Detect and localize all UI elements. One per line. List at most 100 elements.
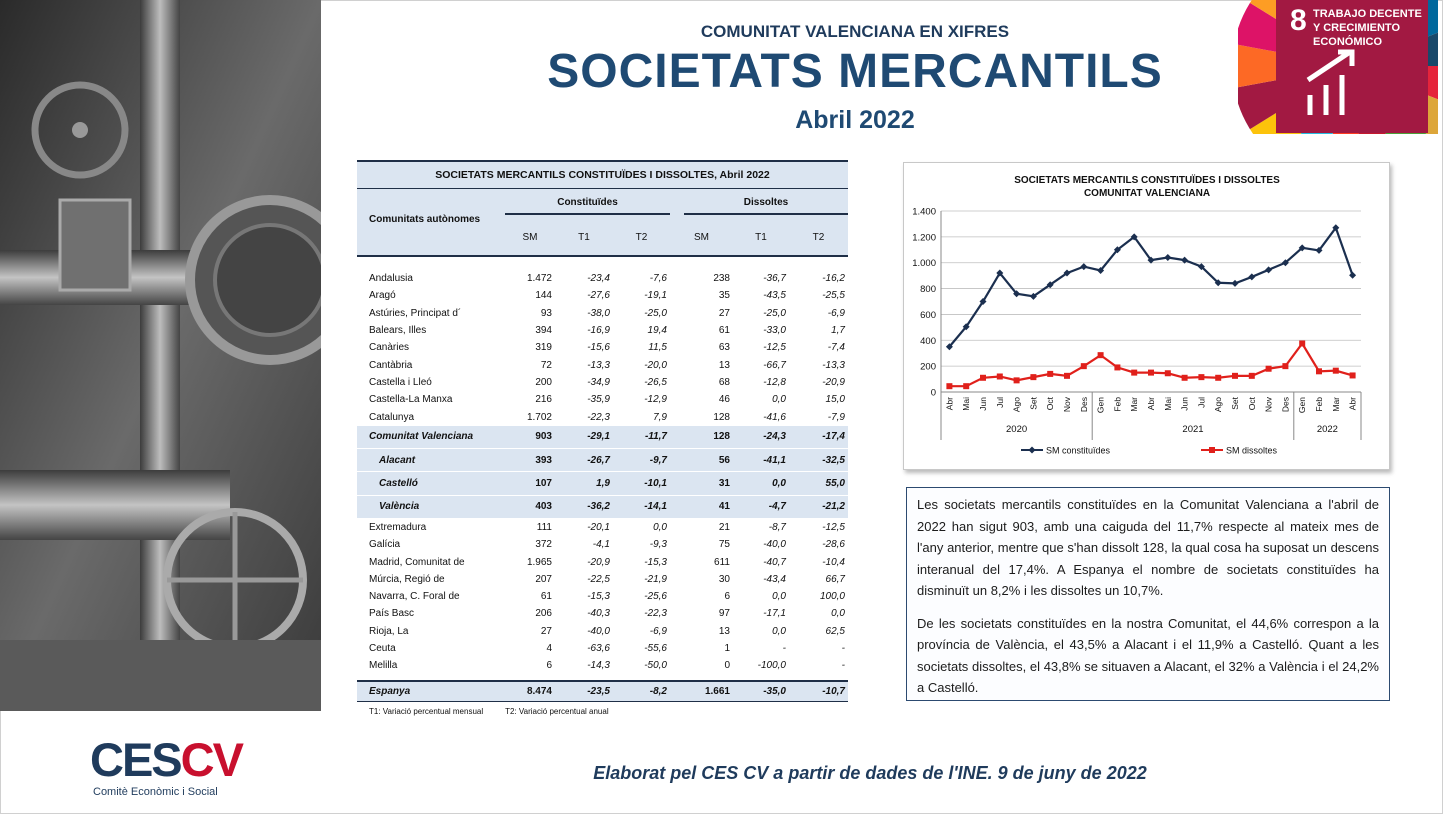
marker [979,298,987,305]
x-tick-label: Set [1230,396,1240,409]
y-tick-label: 0 [931,388,936,399]
y-tick-label: 1.200 [912,232,936,243]
cell: -12,9 [644,394,667,406]
cell: -32,5 [822,454,845,466]
marker [1097,352,1104,359]
row-label: Castella i Lleó [369,376,432,388]
cell: -7,4 [827,342,845,354]
cell: -43,4 [763,573,786,585]
cell: -40,0 [587,625,610,637]
row-label: Canàries [369,342,410,354]
cell: -38,0 [587,307,610,319]
chart-title: SOCIETATS MERCANTILS CONSTITUÏDES I DISS… [1014,173,1280,186]
row-label: País Basc [369,608,415,620]
cell: -25,6 [644,591,667,603]
cell: 97 [718,608,730,620]
row-label: Múrcia, Regió de [369,573,445,585]
y-tick-label: 200 [920,362,936,373]
cell: -36,2 [587,501,610,513]
cell: 0,0 [772,625,786,637]
column-header: SM [694,232,709,243]
cell: 0,0 [772,477,786,489]
cell: 0,0 [772,394,786,406]
paragraph: Les societats mercantils constituïdes en… [917,497,1379,598]
marker [996,373,1003,380]
marker [1080,363,1087,370]
x-group-label: 2022 [1317,424,1338,435]
row-label: Comunitat Valenciana [369,431,474,443]
marker [1030,374,1037,381]
x-tick-label: Nov [1062,396,1072,412]
x-tick-label: Des [1079,397,1089,412]
cell: -35,9 [587,394,610,406]
table-title: SOCIETATS MERCANTILS CONSTITUÏDES I DISS… [357,160,848,189]
cell: 61 [718,325,730,337]
corner-label: Comunitats autònomes [369,214,481,225]
marker [1114,364,1121,371]
cell: -20,9 [587,556,610,568]
cell: 372 [535,539,552,551]
y-tick-label: 1.000 [912,258,936,269]
cell: -20,0 [644,359,667,371]
marker [1063,269,1071,277]
cell: 19,4 [647,325,667,337]
table-row: Espanya 8.474 -23,5 -8,2 1.661 -35,0 -10,7 [357,679,848,702]
cell: -10,4 [822,556,845,568]
cell: 21 [718,522,730,533]
table-row: País Basc 206 -40,3 -22,3 97 -17,1 0,0 [357,605,848,622]
spacer [357,257,848,270]
footer: Elaborat pel CES CV a partir de dades de… [593,763,1147,783]
marker [1113,246,1121,254]
cell: 111 [536,522,552,533]
legend-marker [1209,447,1215,453]
marker [1316,368,1322,375]
x-tick-label: Mai [961,397,971,411]
marker [1131,369,1138,376]
table-row: Extremadura 111 -20,1 0,0 21 -8,7 -12,5 [357,519,848,536]
cell: -20,1 [587,522,610,533]
marker [1349,271,1357,279]
cell: -40,0 [763,539,786,551]
cell: 611 [714,556,730,568]
x-tick-label: Set [1028,396,1038,409]
marker [1248,273,1256,281]
cell: -14,3 [587,660,610,672]
x-tick-label: Gen [1096,397,1106,413]
cell: 7,9 [653,411,667,423]
x-group-label: 2021 [1182,424,1203,435]
cell: 0 [724,660,730,672]
marker [1013,290,1021,298]
marker [945,343,953,351]
marker [1197,263,1205,271]
cell: -34,9 [587,376,610,388]
marker [1064,372,1070,379]
cell: -10,1 [644,477,667,489]
row-label: València [379,501,420,513]
row-label: Catalunya [369,411,415,423]
x-tick-label: Abr [944,397,954,410]
cell: -22,5 [587,573,610,585]
marker [1047,370,1054,377]
paragraph: De les societats constituïdes en la nost… [917,615,1379,696]
y-tick-label: 800 [920,284,936,295]
logo-part: CES [90,733,183,786]
cell: 41 [718,501,730,513]
marker [1232,372,1238,379]
cell: -10,7 [822,685,845,697]
marker [1046,281,1054,289]
badge-line: ECONÓMICO [1313,35,1383,48]
table-row: Ceuta 4 -63,6 -55,6 1 - - [357,640,848,657]
marker [1349,372,1356,379]
marker [1097,266,1105,274]
cell: 72 [540,359,552,371]
cell: 393 [535,454,552,466]
cell: 6 [724,591,730,603]
table-row: Catalunya 1.702 -22,3 7,9 128 -41,6 -7,9 [357,408,848,425]
cell: -12,5 [763,342,786,354]
table-row: Balears, Illes 394 -16,9 19,4 61 -33,0 1,7 [357,322,848,339]
cell: -23,5 [587,685,610,697]
cell: -14,1 [644,501,667,513]
cell: -24,3 [763,431,786,443]
x-tick-label: Mar [1331,397,1341,412]
cell: 0,0 [831,608,845,620]
